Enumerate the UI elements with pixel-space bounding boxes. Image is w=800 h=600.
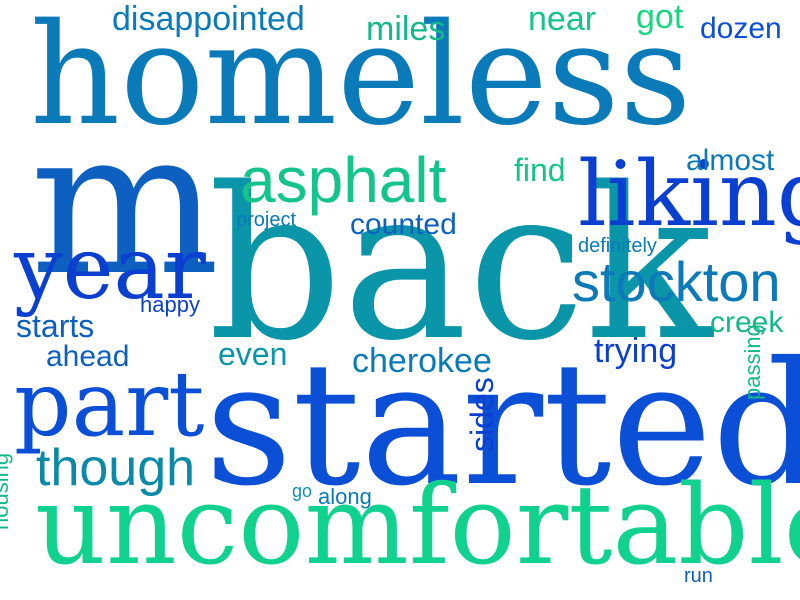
word-liking: liking [578,142,800,247]
word-disappointed: disappointed [112,0,305,38]
word-miles: miles [366,10,446,48]
word-along: along [318,484,372,509]
word-passing: passing [740,324,765,400]
word-happy: happy [140,292,200,317]
word-year: year [14,219,206,319]
word-run: run [684,565,713,587]
word-project: project [236,209,297,231]
word-m: m [30,87,220,320]
word-back: back [208,142,713,387]
word-got: got [636,0,684,36]
word-started: started [205,326,800,524]
word-almost: almost [686,144,775,177]
word-counted: counted [350,208,457,241]
word-cherokee: cherokee [352,342,492,380]
word-definitely: definitely [578,235,657,257]
word-near: near [528,0,597,38]
word-starts: starts [16,308,95,344]
word-though: though [36,439,196,497]
word-go: go [292,481,313,501]
word-find: find [514,152,566,188]
word-even: even [218,336,288,372]
word-part: part [14,352,205,457]
word-ahead: ahead [46,340,130,373]
word-uncomfortable: uncomfortable [35,461,800,589]
word-stockton: stockton [572,250,781,313]
word-asphalt: asphalt [240,144,447,216]
word-sides: sides [464,377,500,452]
word-dozen: dozen [700,12,782,45]
word-housing: housing [0,452,13,530]
word-creek: creek [710,306,784,339]
word-trying: trying [594,332,678,370]
word-homeless: homeless [30,0,692,157]
